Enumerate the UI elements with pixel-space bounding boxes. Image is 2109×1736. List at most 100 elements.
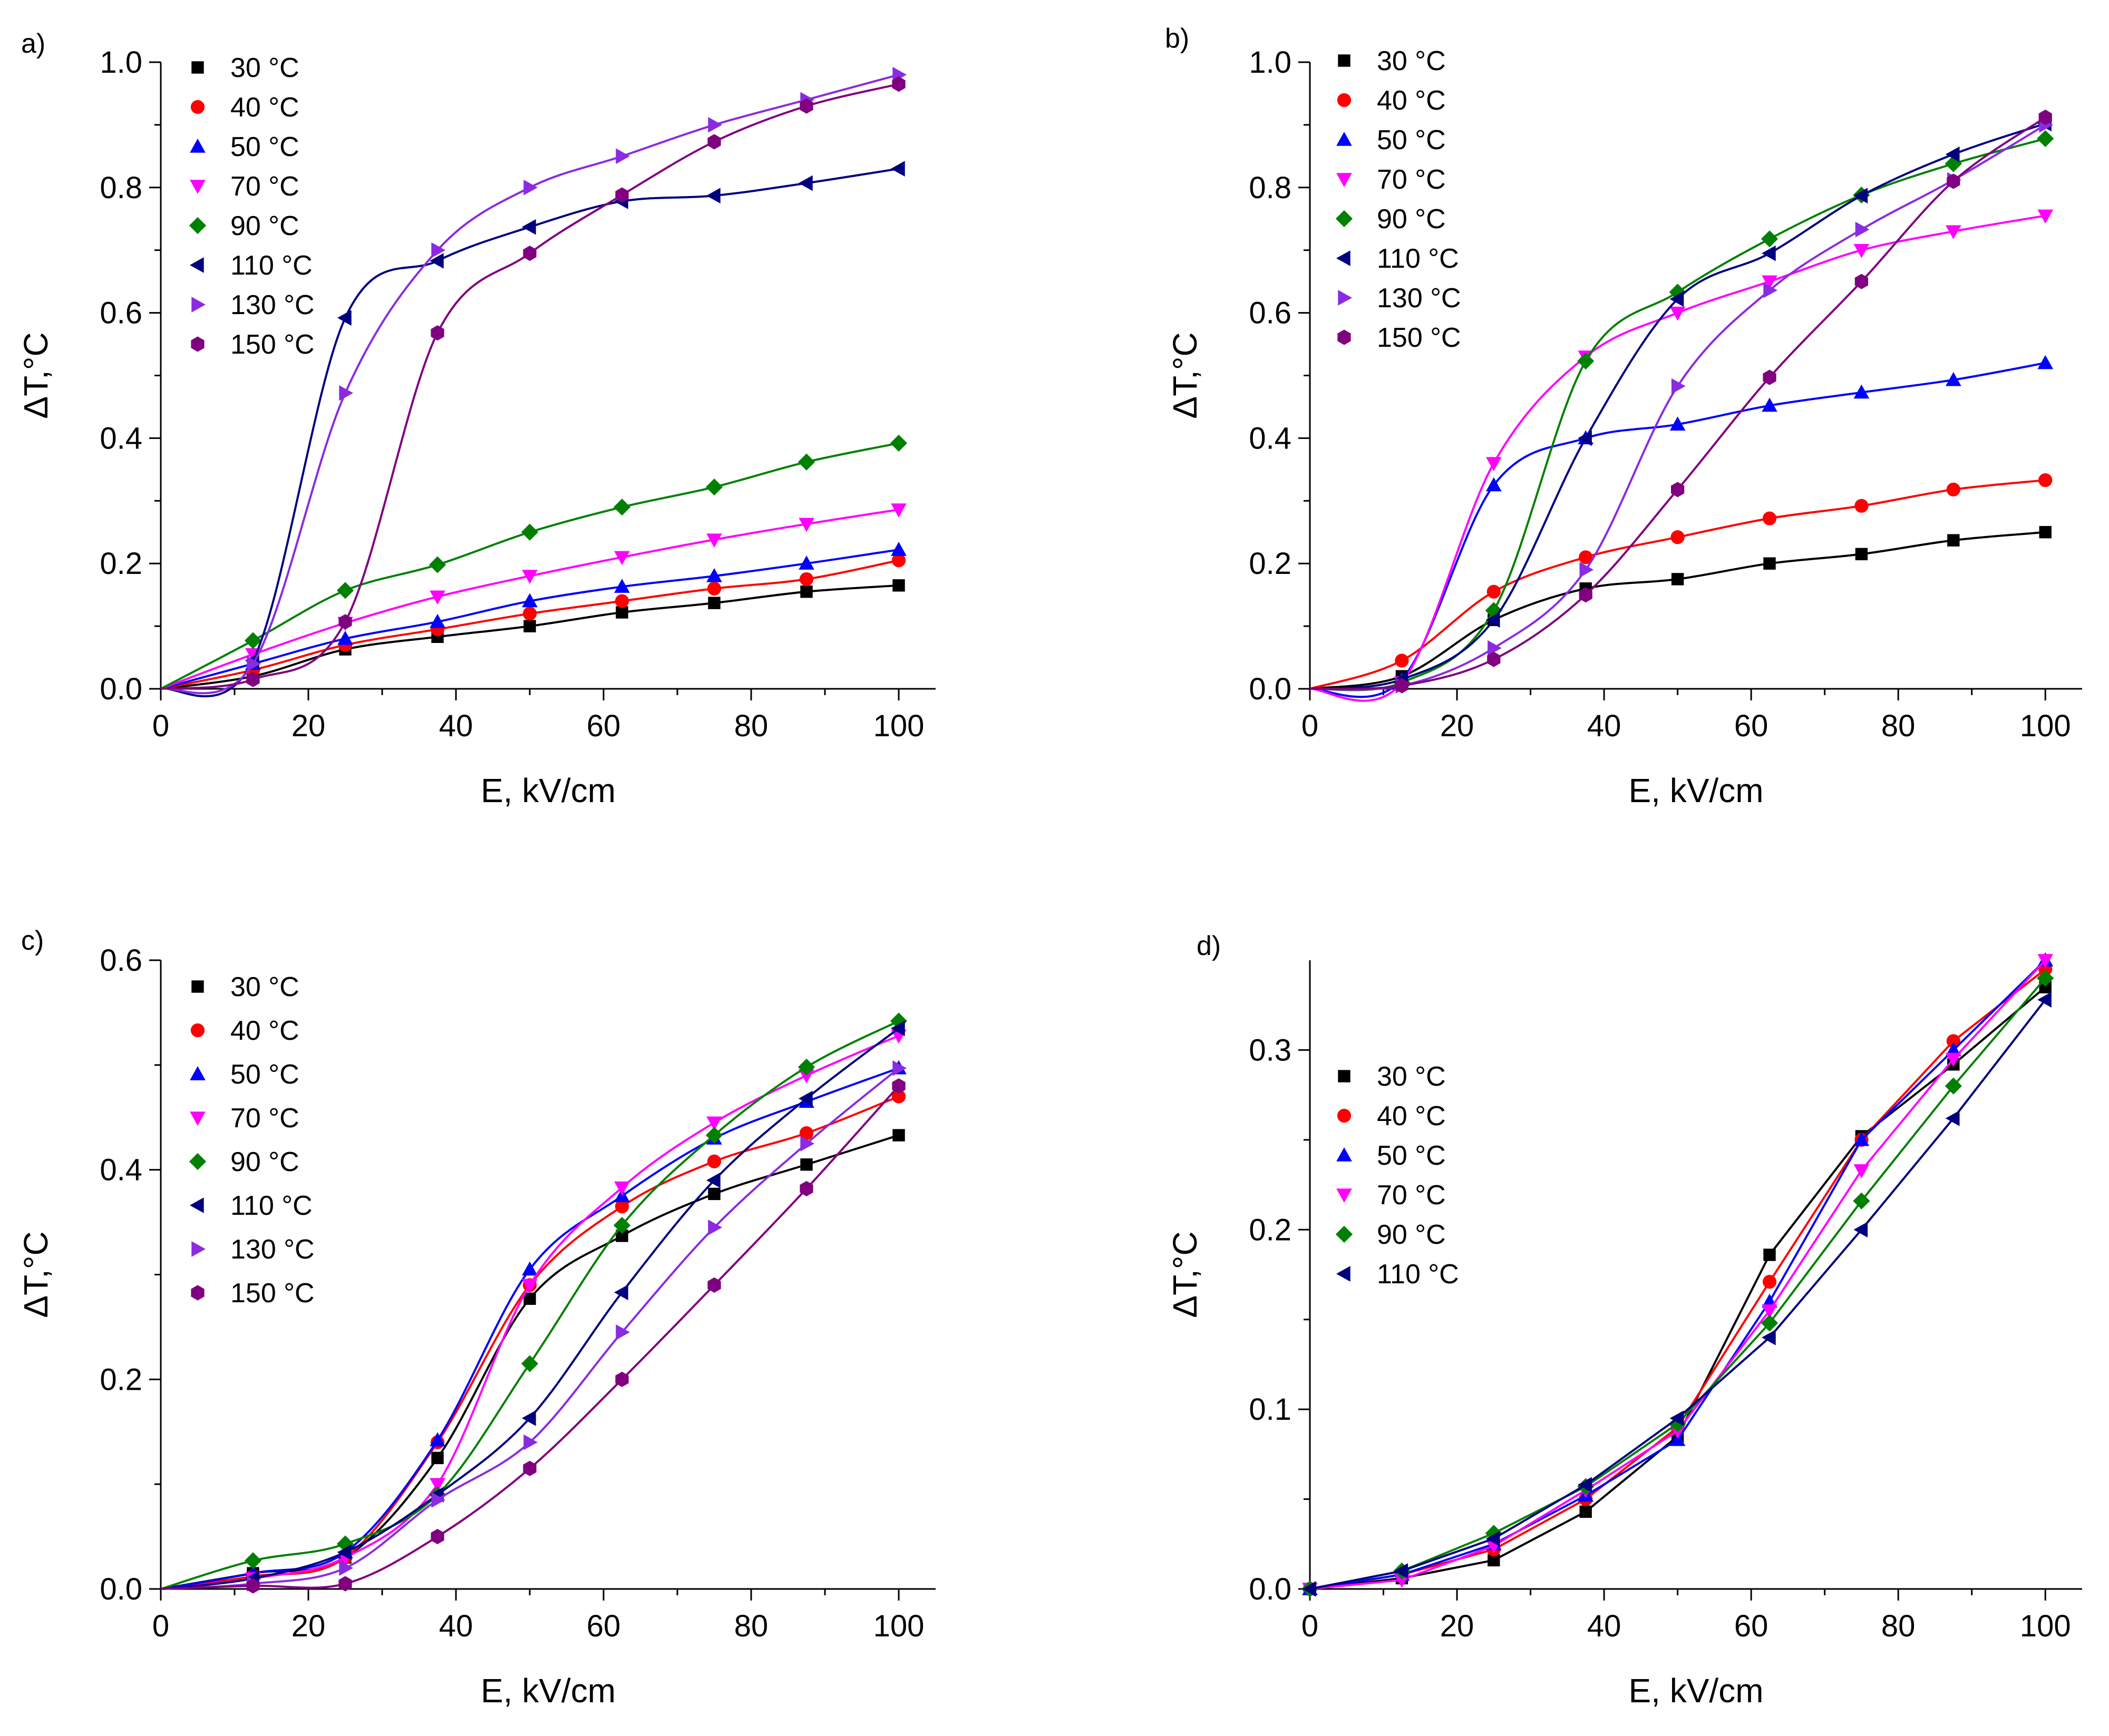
data-point [1669,1432,1686,1446]
x-tick-label: 20 [291,1609,326,1643]
data-point [1761,1329,1776,1345]
series-line [1309,214,2046,702]
data-point [1671,573,1684,586]
data-point [244,1552,262,1569]
y-tick-label: 0.8 [1249,171,1291,205]
data-point [799,518,814,532]
data-point [522,593,538,608]
data-point [523,179,538,196]
legend-marker [190,138,206,153]
legend-marker [1338,290,1353,306]
series-110C [1309,115,2052,690]
data-point [522,607,537,621]
data-point [1762,397,1777,412]
data-point [246,1578,260,1594]
y-tick-label: 1.0 [1249,45,1291,80]
series-150C [160,76,906,690]
panel-label: c) [21,925,44,956]
data-point [707,581,722,596]
y-tick-label: 0.6 [100,296,142,330]
data-point [707,1154,722,1168]
data-point [1578,1477,1592,1493]
data-point [614,579,630,593]
data-point [708,117,723,133]
data-point [1947,534,1960,547]
data-point [1395,654,1409,668]
x-tick-label: 80 [1881,709,1916,743]
y-axis-title: ΔT,°C [17,332,55,418]
data-point [706,188,721,204]
data-point [2037,209,2054,224]
data-point [2037,969,2054,987]
data-point [430,1432,445,1447]
data-point [246,671,260,687]
y-tick-label: 0.0 [1249,672,1291,706]
data-point [706,568,722,582]
data-point [521,1355,539,1372]
data-point [1763,557,1776,570]
series-150C [160,1078,906,1594]
y-axis-title: ΔT,°C [1166,332,1204,418]
legend-marker [1335,210,1353,228]
x-axis-title: E, kV/cm [481,772,616,810]
data-point [337,1544,352,1561]
legend-marker [190,1023,205,1038]
legend-marker [189,1153,207,1171]
legend-label: 150 °C [230,1278,315,1309]
data-point [1946,482,1960,496]
x-tick-label: 0 [1301,709,1318,743]
legend-marker [190,1111,206,1126]
legend-marker [190,180,206,194]
data-point [1945,1110,1960,1126]
y-tick-label: 0.2 [100,547,142,581]
x-tick-label: 40 [1587,709,1621,743]
legend-marker [1335,1225,1353,1243]
data-point [247,656,261,672]
legend-marker [1336,250,1350,266]
data-point [523,620,536,632]
data-point [2037,992,2052,1008]
data-point [798,175,813,191]
data-point [799,572,814,587]
y-tick-label: 0.0 [100,672,142,706]
y-axis-title: ΔT,°C [17,1231,55,1318]
data-point [430,1478,445,1493]
data-point [1579,562,1594,578]
data-point [1853,188,1868,204]
data-point [708,1187,721,1201]
data-point [1579,587,1592,603]
series-110C [160,1020,905,1590]
legend-marker [1336,1147,1352,1162]
data-point [337,630,353,645]
x-tick-label: 20 [1440,1609,1474,1643]
y-tick-label: 0.2 [1249,1213,1291,1247]
legend-label: 110 °C [1377,1259,1459,1290]
data-point [522,1279,538,1293]
legend-marker [190,100,205,114]
chart-panel-a: a) 0 20 40 60 80 100 0.0 0.2 0.4 0.6 0.8 1.0 E, kV/cm… [17,28,936,810]
data-point [706,533,722,548]
data-point [522,1261,538,1276]
data-point [2039,526,2052,539]
chart-panel-d: d) 0 20 40 60 80 100 0.0 0.1 0.2 0.3 E, kV/cm ΔT,°C 3… [1166,931,2082,1710]
y-tick-label: 0.1 [1249,1392,1291,1427]
legend-label: 110 °C [230,1191,313,1221]
y-tick-label: 1.0 [100,45,142,80]
data-point [1669,1410,1684,1427]
x-tick-label: 100 [2020,1609,2071,1643]
data-point [800,98,813,114]
data-point [2037,130,2054,148]
data-point [1945,372,1961,386]
data-point [1761,245,1776,261]
series-line [1309,122,2046,690]
legend-marker [191,980,204,993]
legend-label: 90 °C [1377,204,1446,235]
data-point [890,161,905,177]
data-point [616,1324,630,1340]
data-point [613,1216,631,1234]
data-point [1671,378,1686,394]
data-point [244,632,262,649]
series-30C [160,579,905,690]
legend-marker [190,1066,206,1080]
chart-panel-c: c) 0 20 40 60 80 100 0.0 0.2 0.4 0.6 E, kV/cm ΔT,°C 3… [17,925,936,1710]
